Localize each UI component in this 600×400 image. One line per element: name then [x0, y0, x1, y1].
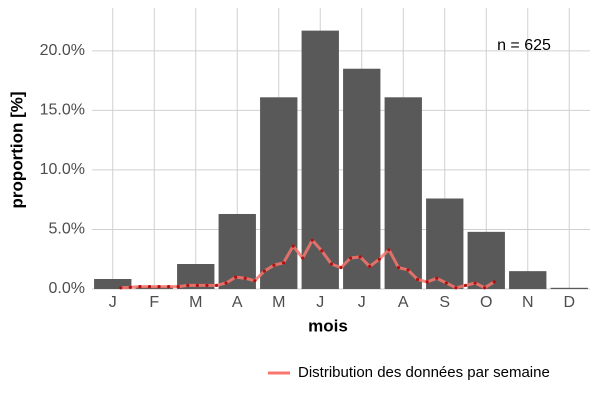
bar — [426, 198, 464, 289]
line-point — [167, 285, 171, 289]
line-point — [406, 268, 410, 272]
line-point — [234, 275, 238, 279]
line-point — [119, 286, 123, 290]
line-point — [281, 261, 286, 265]
bar — [94, 278, 132, 289]
x-tick-label: M — [189, 294, 202, 311]
x-tick-label: S — [439, 294, 450, 311]
line-point — [473, 281, 477, 285]
x-tick-label: M — [272, 294, 285, 311]
line-point — [128, 285, 132, 289]
x-tick-label: A — [398, 294, 409, 311]
x-tick-label: J — [358, 294, 366, 311]
bar — [343, 68, 381, 289]
line-point — [291, 244, 295, 248]
x-tick-label: F — [149, 294, 159, 311]
line-point — [329, 262, 334, 266]
x-tick-label: J — [109, 294, 117, 311]
line-point — [435, 276, 439, 280]
line-point — [147, 285, 152, 289]
line-point — [176, 285, 180, 289]
x-tick-label: J — [316, 294, 324, 311]
line-point — [416, 277, 420, 282]
bar — [550, 287, 588, 289]
line-point — [157, 285, 161, 289]
line-point — [483, 286, 487, 290]
bar — [467, 231, 505, 289]
line-point — [138, 285, 142, 289]
x-tick-label: N — [522, 294, 534, 311]
bar — [509, 271, 547, 289]
line-point — [348, 256, 353, 260]
line-point — [387, 248, 391, 252]
line-point — [320, 249, 324, 253]
y-tick-label: 0.0% — [49, 280, 85, 297]
y-tick-label: 20.0% — [40, 42, 85, 59]
legend-label: Distribution des données par semaine — [298, 364, 550, 381]
line-point — [224, 281, 228, 285]
line-point — [301, 256, 305, 260]
line-point — [262, 269, 266, 273]
line-point — [272, 263, 276, 267]
line-point — [492, 280, 496, 284]
line-point — [214, 283, 219, 288]
line-point — [339, 265, 343, 270]
line-point — [253, 279, 257, 283]
line-point — [377, 257, 381, 261]
bar — [260, 97, 298, 290]
x-tick-label: A — [232, 294, 243, 311]
x-axis-label: mois — [308, 316, 348, 335]
line-point — [463, 283, 468, 288]
y-axis-label: proportion [%] — [7, 91, 26, 208]
line-point — [368, 264, 372, 268]
line-point — [205, 283, 209, 288]
x-tick-label: O — [480, 294, 492, 311]
line-point — [243, 276, 247, 280]
line-point — [425, 280, 429, 284]
line-point — [310, 238, 314, 242]
line — [120, 238, 495, 290]
y-tick-label: 5.0% — [49, 221, 85, 238]
line-point — [396, 265, 401, 270]
x-tick-label: D — [563, 294, 575, 311]
line-point — [454, 286, 458, 290]
y-tick-label: 10.0% — [40, 161, 85, 178]
annotation: n = 625 — [497, 37, 551, 54]
line-point — [444, 281, 448, 285]
y-tick-label: 15.0% — [40, 102, 85, 119]
line-point — [358, 255, 362, 259]
line-point — [195, 283, 199, 288]
bar — [384, 97, 422, 290]
line-point — [186, 283, 190, 288]
